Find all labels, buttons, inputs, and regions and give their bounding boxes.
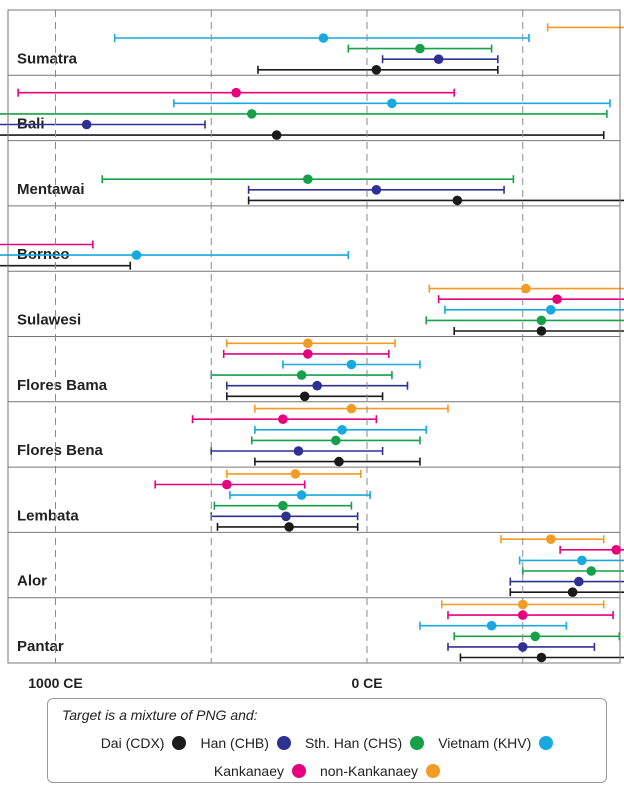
errorbar-chs-point bbox=[296, 370, 307, 380]
errorbar-chb-point bbox=[81, 119, 92, 130]
errorbar-chs-point bbox=[415, 43, 425, 54]
errorbar-nonkankanaey-point bbox=[303, 338, 313, 349]
errorbar-nonkankanaey-point bbox=[517, 599, 528, 610]
errorbar-chb-point bbox=[517, 642, 528, 652]
legend-label: Dai (CDX) bbox=[100, 735, 165, 751]
legend-item-khv: Vietnam (KHV) bbox=[438, 735, 554, 751]
panel-label-lembata: Lembata bbox=[17, 507, 79, 524]
legend-dot-icon bbox=[539, 736, 554, 750]
legend-title: Target is a mixture of PNG and: bbox=[62, 707, 258, 723]
errorbar-chb-point bbox=[371, 185, 382, 195]
legend-dot-icon bbox=[276, 736, 291, 750]
errorbar-kankanaey-point bbox=[611, 545, 621, 555]
x-tick-label: 0 CE bbox=[351, 675, 382, 691]
panel-label-pantar: Pantar bbox=[17, 638, 64, 655]
errorbar-chb-point bbox=[293, 446, 304, 456]
errorbar-kankanaey-point bbox=[303, 349, 313, 359]
errorbar-kankanaey-point bbox=[517, 610, 528, 620]
legend-label: Kankanaey bbox=[213, 763, 284, 779]
errorbar-nonkankanaey-point bbox=[346, 403, 357, 414]
errorbar-cdx-point bbox=[334, 456, 344, 467]
errorbar-chs-point bbox=[303, 174, 313, 184]
errorbar-nonkankanaey-point bbox=[290, 469, 301, 479]
errorbar-nonkankanaey-point bbox=[545, 534, 556, 544]
errorbar-kankanaey-point bbox=[231, 87, 241, 98]
errorbar-kankanaey-point bbox=[278, 414, 288, 425]
legend-item-chb: Han (CHB) bbox=[200, 735, 291, 751]
errorbar-cdx-point bbox=[536, 652, 547, 663]
errorbar-cdx-point bbox=[371, 65, 382, 75]
panel-label-flores-bena: Flores Bena bbox=[17, 442, 104, 459]
errorbar-cdx-point bbox=[299, 391, 310, 402]
errorbar-cdx-point bbox=[452, 195, 463, 206]
errorbar-khv-point bbox=[296, 490, 307, 500]
legend-dot-icon bbox=[172, 736, 187, 750]
errorbar-khv-point bbox=[337, 425, 347, 435]
errorbar-chb-point bbox=[574, 576, 584, 587]
errorbar-chs-point bbox=[331, 435, 341, 446]
errorbar-chb-point bbox=[281, 511, 291, 522]
errorbar-khv-point bbox=[387, 98, 397, 109]
errorbar-chs-point bbox=[586, 566, 597, 576]
legend: Target is a mixture of PNG and: Dai (CDX… bbox=[47, 698, 607, 783]
panel-label-sulawesi: Sulawesi bbox=[17, 312, 81, 329]
legend-item-nonkankanaey: non-Kankanaey bbox=[319, 763, 441, 779]
errorbar-nonkankanaey-point bbox=[521, 283, 531, 294]
errorbar-kankanaey-point bbox=[222, 479, 232, 490]
errorbar-cdx-point bbox=[284, 522, 294, 532]
errorbar-chs-point bbox=[278, 500, 288, 511]
errorbar-khv-point bbox=[131, 250, 142, 260]
errorbar-chs-point bbox=[536, 315, 547, 326]
legend-dot-icon bbox=[426, 764, 441, 778]
errorbar-khv-point bbox=[318, 33, 329, 43]
legend-row: Kankanaey non-Kankanaey bbox=[48, 763, 606, 779]
errorbar-cdx-point bbox=[536, 326, 547, 336]
legend-label: Han (CHB) bbox=[200, 735, 269, 751]
legend-dot-icon bbox=[410, 736, 425, 750]
errorbar-chb-point bbox=[312, 380, 322, 391]
plot-frame bbox=[7, 9, 621, 664]
panel-label-alor: Alor bbox=[17, 573, 47, 590]
legend-dot-icon bbox=[291, 764, 306, 778]
legend-item-cdx: Dai (CDX) bbox=[101, 735, 187, 751]
errorbar-khv-point bbox=[486, 620, 497, 631]
x-tick-label: 1000 CE bbox=[28, 675, 82, 691]
panel-label-flores-bama: Flores Bama bbox=[17, 377, 108, 394]
errorbar-chs-point bbox=[246, 109, 257, 119]
legend-label: non-Kankanaey bbox=[319, 763, 419, 779]
errorbar-cdx-point bbox=[567, 587, 578, 597]
errorbar-khv-point bbox=[577, 555, 587, 566]
legend-label: Vietnam (KHV) bbox=[438, 735, 532, 751]
errorbar-cdx-point bbox=[271, 130, 282, 140]
legend-label: Sth. Han (CHS) bbox=[304, 735, 403, 751]
errorbar-khv-point bbox=[346, 359, 357, 370]
panel-label-mentawai: Mentawai bbox=[17, 181, 85, 198]
errorbar-kankanaey-point bbox=[552, 294, 562, 305]
errorbar-chb-point bbox=[433, 54, 444, 64]
legend-item-kankanaey: Kankanaey bbox=[214, 763, 306, 779]
legend-row: Dai (CDX) Han (CHB) Sth. Han (CHS) Vietn… bbox=[48, 735, 606, 751]
errorbar-chs-point bbox=[530, 631, 541, 642]
errorbar-khv-point bbox=[545, 305, 556, 315]
legend-item-chs: Sth. Han (CHS) bbox=[304, 735, 425, 751]
panel-label-sumatra: Sumatra bbox=[17, 50, 78, 67]
